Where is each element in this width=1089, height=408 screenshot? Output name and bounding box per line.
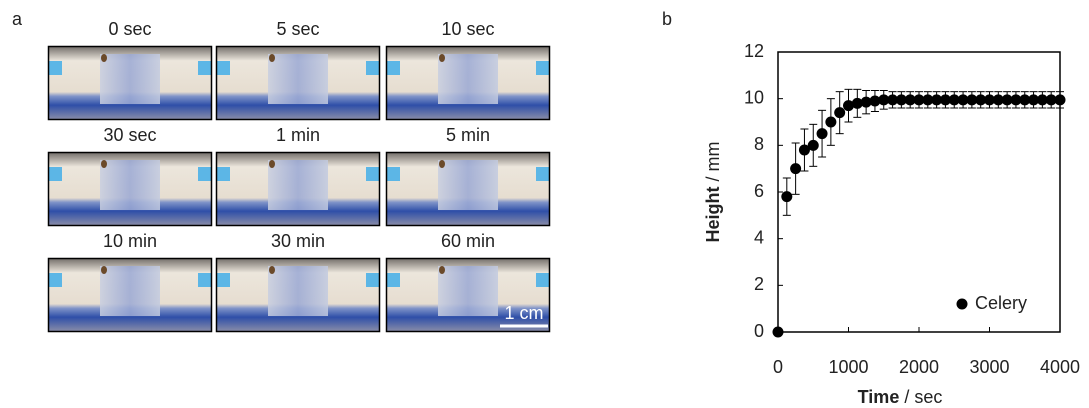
y-axis-label-bold: Height — [703, 187, 723, 243]
photo-label: 5 sec — [276, 19, 319, 39]
photo-label: 30 min — [271, 231, 325, 251]
photo-label: 10 min — [103, 231, 157, 251]
data-point — [773, 327, 784, 338]
data-point — [790, 163, 801, 174]
panel-label: b — [662, 9, 672, 29]
photo — [386, 152, 550, 226]
figure: a b 0 sec 5 sec 10 sec 30 sec 1 min 5 min 10 m… — [0, 0, 1089, 408]
photo — [48, 258, 212, 332]
x-axis-label-bold: Time — [858, 387, 900, 407]
x-tick-label: 0 — [773, 357, 783, 377]
x-tick-label: 4000 — [1040, 357, 1080, 377]
y-tick-label: 4 — [754, 227, 764, 247]
y-tick-label: 12 — [744, 41, 764, 61]
photo — [48, 46, 212, 120]
x-axis-label-unit: / sec — [904, 387, 942, 407]
data-point — [808, 140, 819, 151]
photo — [216, 46, 380, 120]
y-axis-label-unit: / mm — [703, 141, 723, 181]
x-tick-label: 2000 — [899, 357, 939, 377]
y-tick-label: 6 — [754, 181, 764, 201]
data-point — [1055, 94, 1066, 105]
photo-label: 10 sec — [441, 19, 494, 39]
photo — [216, 258, 380, 332]
legend-marker — [957, 299, 968, 310]
y-axis-label: Height / mm — [703, 141, 723, 242]
x-axis-label: Time / sec — [858, 387, 943, 407]
photo-grid: 0 sec 5 sec 10 sec 30 sec 1 min 5 min 10 min 30… — [48, 19, 550, 332]
panel-label: a — [12, 9, 23, 29]
photo — [386, 46, 550, 120]
x-tick-label: 1000 — [828, 357, 868, 377]
scale-bar-label: 1 cm — [504, 303, 543, 323]
y-tick-label: 0 — [754, 321, 764, 341]
legend-label: Celery — [975, 293, 1027, 313]
x-tick-label: 3000 — [969, 357, 1009, 377]
y-tick-label: 8 — [754, 134, 764, 154]
data-point — [834, 107, 845, 118]
data-point — [817, 128, 828, 139]
photo-label: 5 min — [446, 125, 490, 145]
y-tick-label: 10 — [744, 87, 764, 107]
photo-label: 30 sec — [103, 125, 156, 145]
photo-label: 0 sec — [108, 19, 151, 39]
y-tick-label: 2 — [754, 274, 764, 294]
data-point — [825, 117, 836, 128]
data-point — [781, 191, 792, 202]
photo — [48, 152, 212, 226]
photo-label: 1 min — [276, 125, 320, 145]
photo — [216, 152, 380, 226]
photo-label: 60 min — [441, 231, 495, 251]
